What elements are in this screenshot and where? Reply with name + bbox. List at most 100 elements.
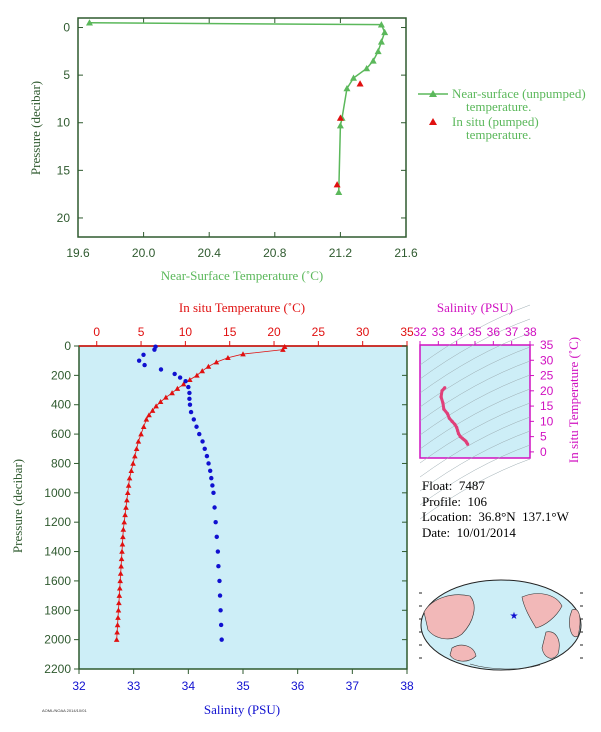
temperature-profile-point [115, 607, 122, 613]
top-x-tick-label: 21.2 [329, 246, 353, 260]
salinity-profile-point [217, 578, 222, 584]
top-y-tick-label: 10 [57, 116, 71, 130]
profile-number: Profile: 106 [422, 493, 487, 509]
temperature-profile-point [205, 363, 212, 369]
salinity-tick-label: 33 [127, 679, 141, 693]
temperature-profile-point [124, 490, 131, 496]
temperature-profile-point [114, 622, 121, 628]
temperature-profile-point [119, 541, 126, 547]
temperature-profile-point [114, 629, 120, 635]
salinity-profile-point [200, 439, 205, 444]
in-situ-temperature-point [336, 114, 344, 121]
temperature-profile-point [187, 376, 193, 383]
temperature-profile-point [124, 497, 130, 503]
salinity-profile-point [177, 375, 183, 380]
salinity-profile-point [213, 519, 218, 525]
temperature-profile-point [157, 398, 164, 405]
salinity-tick-label: 35 [236, 679, 250, 693]
temperature-tick-label: 35 [400, 325, 414, 339]
salinity-profile-point [187, 396, 192, 402]
ts-point [455, 428, 460, 433]
temperature-profile-point [120, 534, 126, 540]
profile-date: Date: 10/01/2014 [422, 524, 516, 540]
temperature-tick-label: 0 [93, 325, 100, 339]
top-legend: Near-surface (unpumped) temperature. In … [418, 86, 586, 142]
legend-text-green-2: temperature. [466, 99, 531, 114]
ts-y-tick-label: 0 [540, 445, 547, 459]
temperature-profile-point [180, 381, 187, 387]
temperature-profile-point [194, 372, 200, 378]
float-id: Float: 7487 [422, 478, 485, 493]
temperature-axis-label: In situ Temperature (˚C) [179, 300, 305, 315]
ts-point [445, 412, 450, 416]
salinity-profile-point [187, 390, 192, 396]
salinity-axis-label: Salinity (PSU) [204, 702, 280, 717]
salinity-tick-label: 37 [346, 679, 360, 693]
ts-point [466, 442, 470, 446]
ts-point [441, 401, 445, 405]
temperature-profile-point [132, 453, 138, 459]
density-contour [419, 402, 531, 464]
near-surface-temperature-point [381, 28, 389, 36]
salinity-profile-point [216, 564, 221, 569]
temperature-profile-point [130, 460, 136, 466]
temperature-profile-point [240, 351, 246, 357]
temperature-profile-point [123, 504, 129, 510]
legend-marker-green [429, 90, 437, 97]
salinity-profile-point [218, 608, 223, 613]
top-y-tick-label: 5 [63, 68, 70, 82]
density-contour [419, 430, 531, 492]
profile-plot-frame [78, 345, 408, 670]
temperature-profile-point [174, 385, 181, 391]
near-surface-temperature-point [374, 47, 382, 55]
salinity-profile-point [187, 402, 193, 407]
pressure-tick-label: 2000 [44, 633, 71, 647]
ts-point [453, 422, 457, 427]
density-contour [419, 444, 531, 506]
ts-y-tick-label: 5 [540, 430, 547, 444]
pressure-tick-label: 400 [51, 398, 71, 412]
ts-y-tick-label: 35 [540, 338, 554, 352]
salinity-tick-label: 38 [400, 679, 414, 693]
temperature-tick-label: 10 [179, 325, 193, 339]
salinity-profile-point [214, 534, 219, 540]
temperature-tick-label: 15 [223, 325, 237, 339]
ts-point [450, 419, 454, 423]
map-land-south-america [541, 631, 560, 659]
temperature-profile-point [163, 394, 169, 400]
salinity-profile-point [141, 352, 146, 358]
ts-x-tick-label: 38 [523, 325, 537, 339]
salinity-profile-point [202, 446, 207, 451]
density-contour [419, 416, 531, 478]
top-x-tick-label: 20.4 [198, 246, 222, 260]
salinity-profile-point [152, 347, 157, 352]
top-x-tick-label: 21.6 [394, 246, 418, 260]
density-contour [419, 360, 531, 422]
ts-x-tick-label: 35 [468, 325, 482, 339]
pressure-tick-label: 800 [51, 456, 71, 470]
temperature-profile-point [113, 636, 120, 642]
ts-point [440, 389, 444, 393]
salinity-profile-point [191, 417, 196, 422]
salinity-tick-label: 36 [291, 679, 305, 693]
salinity-profile-point [204, 453, 210, 459]
ts-x-tick-label: 33 [432, 325, 446, 339]
near-surface-temperature-point [85, 19, 93, 26]
top-x-tick-label: 20.0 [132, 246, 156, 260]
salinity-profile-point [172, 371, 177, 377]
ts-point [455, 425, 459, 430]
salinity-profile-point [183, 379, 188, 384]
temperature-profile-point [135, 438, 142, 444]
float-location-star-icon: ★ [510, 611, 519, 622]
temperature-tick-label: 20 [267, 325, 281, 339]
near-surface-temperature-point [343, 84, 351, 92]
ts-x-tick-label: 36 [487, 325, 501, 339]
density-contour [419, 346, 531, 408]
ts-x-tick-label: 34 [450, 325, 464, 339]
pressure-axis-label: Pressure (decibar) [10, 459, 25, 553]
salinity-profile-point [194, 424, 199, 429]
top-x-tick-label: 19.6 [66, 246, 90, 260]
ts-y-tick-label: 25 [540, 369, 554, 383]
ts-point [447, 416, 451, 420]
temperature-profile-point [149, 407, 156, 413]
